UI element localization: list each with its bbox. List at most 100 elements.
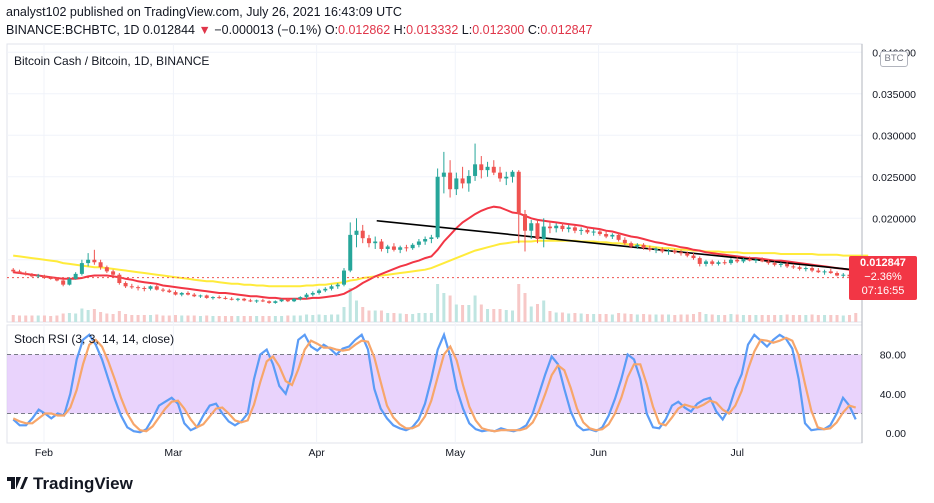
- candle-body: [229, 298, 234, 300]
- volume-bar: [517, 284, 521, 322]
- volume-bar: [311, 315, 315, 322]
- volume-bar: [42, 315, 46, 322]
- candle-body: [797, 267, 802, 269]
- volume-bar: [242, 316, 246, 322]
- volume-bar: [461, 305, 465, 322]
- volume-bar: [511, 310, 515, 322]
- candle-body: [79, 263, 84, 274]
- volume-bar: [186, 315, 190, 322]
- candle-body: [741, 258, 746, 262]
- close-label: C:: [527, 23, 541, 37]
- volume-bar: [261, 316, 265, 322]
- volume-bar: [479, 304, 483, 322]
- candle-body: [29, 274, 34, 277]
- candle-body: [591, 231, 596, 233]
- candle-body: [348, 234, 353, 271]
- volume-bar: [623, 313, 627, 322]
- candle-body: [366, 238, 371, 244]
- volume-bar: [773, 315, 777, 322]
- volume-bar: [448, 295, 452, 322]
- volume-bar: [317, 314, 321, 322]
- volume-bar: [798, 315, 802, 322]
- candle-body: [204, 295, 209, 298]
- candle-body: [48, 278, 53, 280]
- candle-body: [610, 234, 615, 237]
- currency-badge[interactable]: BTC: [880, 51, 908, 67]
- candle-body: [179, 292, 184, 295]
- volume-bar: [80, 308, 84, 322]
- candle-body: [223, 297, 228, 299]
- high-value: 0.013332: [406, 23, 459, 37]
- candle-body: [479, 164, 484, 171]
- price-change: −0.000013 (−0.1%): [214, 23, 322, 37]
- candle-body: [111, 271, 116, 275]
- volume-bar: [554, 312, 558, 322]
- publish-info: analyst102 published on TradingView.com,…: [6, 5, 402, 19]
- symbol-ohlc-bar: BINANCE:BCHBTC, 1D 0.012844 ▼ −0.000013 …: [6, 23, 593, 37]
- volume-bar: [598, 314, 602, 322]
- candle-body: [161, 289, 166, 291]
- x-tick-label: Jul: [730, 447, 743, 459]
- volume-bar: [835, 315, 839, 322]
- volume-bar: [498, 309, 502, 322]
- candle-body: [473, 164, 478, 176]
- candle-body: [254, 300, 259, 302]
- candle-body: [791, 266, 796, 268]
- volume-bar: [111, 314, 115, 322]
- candle-body: [510, 171, 515, 177]
- low-label: L:: [461, 23, 473, 37]
- candle-body: [285, 299, 290, 302]
- candle-body: [697, 258, 702, 264]
- volume-bar: [386, 313, 390, 322]
- candle-body: [210, 297, 215, 299]
- candle-body: [123, 282, 128, 287]
- close-value: 0.012847: [540, 23, 593, 37]
- candle-body: [217, 297, 222, 299]
- price-tag-change: −2.36%: [864, 271, 902, 283]
- volume-bar: [236, 316, 240, 322]
- candle-body: [635, 244, 640, 247]
- volume-bars: [11, 284, 858, 322]
- price-tag-countdown: 07:16:55: [861, 285, 905, 297]
- candle-body: [391, 246, 396, 250]
- candle-body: [410, 244, 415, 249]
- volume-bar: [348, 288, 352, 322]
- volume-bar: [49, 316, 53, 322]
- volume-bar: [298, 315, 302, 322]
- volume-bar: [17, 315, 21, 322]
- candle-body: [435, 176, 440, 238]
- candle-body: [323, 288, 328, 291]
- candle-body: [728, 259, 733, 264]
- candle-body: [841, 274, 846, 276]
- candle-body: [198, 295, 203, 297]
- volume-bar: [61, 313, 65, 322]
- candle-body: [167, 290, 172, 293]
- volume-bar: [685, 314, 689, 322]
- candle-body: [541, 226, 546, 240]
- volume-bar: [716, 315, 720, 322]
- candle-body: [117, 274, 122, 283]
- volume-bar: [704, 314, 708, 322]
- volume-bar: [748, 315, 752, 322]
- volume-bar: [779, 315, 783, 322]
- volume-bar: [535, 304, 539, 322]
- candle-body: [441, 172, 446, 177]
- candle-body: [360, 230, 365, 239]
- tradingview-logo[interactable]: TradingView: [6, 474, 133, 494]
- candle-body: [622, 239, 627, 244]
- candle-body: [710, 261, 715, 264]
- candle-body: [629, 243, 634, 247]
- volume-bar: [579, 313, 583, 322]
- volume-bar: [417, 313, 421, 322]
- x-tick-label: Apr: [308, 447, 325, 459]
- candle-body: [192, 294, 197, 297]
- y-tick-label: 0.035000: [872, 89, 916, 101]
- candle-body: [136, 287, 141, 289]
- volume-bar: [592, 314, 596, 322]
- volume-bar: [854, 313, 858, 322]
- volume-bar: [785, 314, 789, 322]
- candle-body: [672, 250, 677, 253]
- candle-body: [810, 268, 815, 271]
- trendline: [376, 219, 853, 271]
